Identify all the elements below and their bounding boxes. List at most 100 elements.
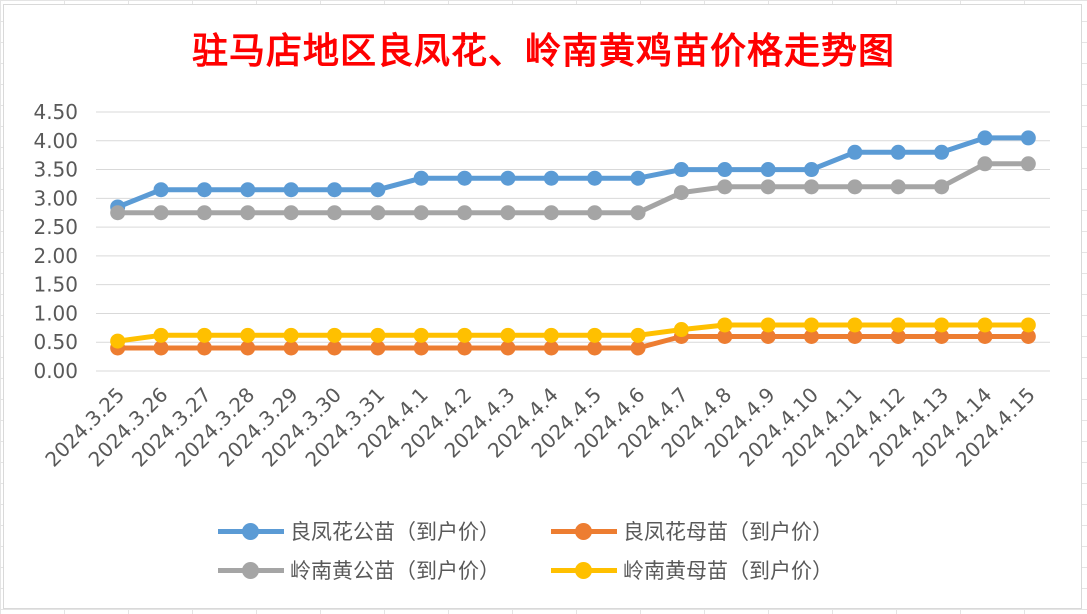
legend-label-3: 岭南黄母苗（到户价） [623, 559, 833, 583]
data-point-s2-18 [890, 179, 906, 195]
data-point-s1-2 [196, 340, 212, 356]
legend-swatch-3 [551, 555, 617, 585]
data-point-s1-3 [240, 340, 256, 356]
data-point-s3-15 [760, 317, 776, 333]
series-line-0 [115, 135, 1031, 210]
data-point-s0-13 [673, 162, 689, 178]
data-point-s1-17 [847, 328, 863, 344]
data-point-s2-21 [1020, 156, 1036, 172]
data-point-s3-17 [847, 317, 863, 333]
data-point-s1-19 [934, 328, 950, 344]
data-point-s0-11 [587, 170, 603, 186]
data-point-s1-20 [977, 328, 993, 344]
data-point-s3-8 [457, 327, 473, 343]
data-point-s2-13 [673, 185, 689, 201]
y-tick-label-2: 1.00 [33, 301, 78, 325]
data-point-s0-6 [370, 182, 386, 198]
y-tick-label-4: 2.00 [33, 244, 78, 268]
data-point-s0-7 [413, 170, 429, 186]
data-point-s2-20 [977, 156, 993, 172]
data-point-s0-10 [543, 170, 559, 186]
data-point-s3-2 [196, 327, 212, 343]
data-point-s3-5 [327, 327, 342, 343]
data-point-s2-4 [283, 205, 299, 221]
data-point-s1-7 [413, 340, 429, 356]
data-point-s3-3 [240, 327, 256, 343]
data-point-s3-20 [977, 317, 993, 333]
data-point-s1-21 [1020, 328, 1036, 344]
data-point-s3-1 [153, 327, 169, 343]
data-point-s1-11 [587, 340, 603, 356]
data-point-s1-14 [717, 328, 733, 344]
chart-title: 驻马店地区良凤花、岭南黄鸡苗价格走势图 [191, 30, 895, 72]
data-point-s2-6 [370, 205, 386, 221]
data-point-s1-8 [457, 340, 473, 356]
data-point-s0-21 [1020, 130, 1036, 146]
data-point-s0-20 [977, 130, 993, 146]
data-point-s1-16 [804, 328, 819, 344]
legend-swatch-0 [218, 516, 284, 546]
data-point-s0-9 [500, 170, 516, 186]
y-tick-label-5: 2.50 [33, 215, 78, 239]
data-point-s1-10 [543, 340, 559, 356]
data-point-s0-18 [890, 144, 906, 160]
legend-swatch-1 [551, 516, 617, 546]
data-point-s1-1 [153, 340, 169, 356]
data-point-s3-4 [283, 327, 299, 343]
data-point-s0-8 [457, 170, 473, 186]
legend-item-0: 良凤花公苗（到户价） [218, 516, 500, 546]
legend-swatch-2 [218, 555, 284, 585]
data-point-s0-15 [760, 162, 776, 178]
y-tick-label-7: 3.50 [33, 158, 78, 182]
data-point-s0-4 [283, 182, 299, 198]
data-point-s2-12 [630, 205, 646, 221]
data-point-s1-18 [890, 328, 906, 344]
data-point-s2-0 [110, 205, 126, 221]
data-point-s3-19 [934, 317, 950, 333]
data-point-s0-1 [153, 182, 169, 198]
data-point-s2-11 [587, 205, 603, 221]
data-point-s3-12 [630, 327, 646, 343]
data-point-s1-6 [370, 340, 386, 356]
legend-item-1: 良凤花母苗（到户价） [551, 516, 833, 546]
data-point-s2-9 [500, 205, 516, 221]
data-point-s2-7 [413, 205, 429, 221]
data-point-s1-9 [500, 340, 516, 356]
y-tick-label-6: 3.00 [33, 186, 78, 210]
chart-area[interactable] [3, 4, 1082, 609]
data-point-s2-17 [847, 179, 863, 195]
data-point-s2-14 [717, 179, 733, 195]
series-line-3 [115, 322, 1031, 344]
series-line-1 [115, 334, 1031, 351]
data-point-s2-8 [457, 205, 473, 221]
y-tick-label-8: 4.00 [33, 129, 78, 153]
data-point-s3-7 [413, 327, 429, 343]
data-point-s1-5 [327, 340, 342, 356]
data-point-s0-16 [804, 162, 819, 178]
data-point-s1-12 [630, 340, 646, 356]
data-point-s2-2 [196, 205, 212, 221]
data-point-s0-19 [934, 144, 950, 160]
data-point-s1-15 [760, 328, 776, 344]
data-point-s0-17 [847, 144, 863, 160]
data-point-s2-19 [934, 179, 950, 195]
y-tick-label-9: 4.50 [33, 100, 78, 124]
data-point-s3-14 [717, 317, 733, 333]
data-point-s3-16 [804, 317, 819, 333]
y-tick-label-0: 0.00 [33, 359, 78, 383]
data-point-s1-4 [283, 340, 299, 356]
data-point-s3-0 [110, 333, 126, 349]
data-point-s3-6 [370, 327, 386, 343]
legend-label-0: 良凤花公苗（到户价） [290, 520, 500, 544]
data-point-s2-5 [327, 205, 342, 221]
data-point-s2-10 [543, 205, 559, 221]
data-point-s3-13 [673, 322, 689, 338]
data-point-s0-5 [327, 182, 342, 198]
data-point-s2-3 [240, 205, 256, 221]
data-point-s0-2 [196, 182, 212, 198]
y-tick-label-1: 0.50 [33, 330, 78, 354]
data-point-s3-10 [543, 327, 559, 343]
data-point-s0-14 [717, 162, 733, 178]
data-point-s2-16 [804, 179, 819, 195]
data-point-s3-18 [890, 317, 906, 333]
